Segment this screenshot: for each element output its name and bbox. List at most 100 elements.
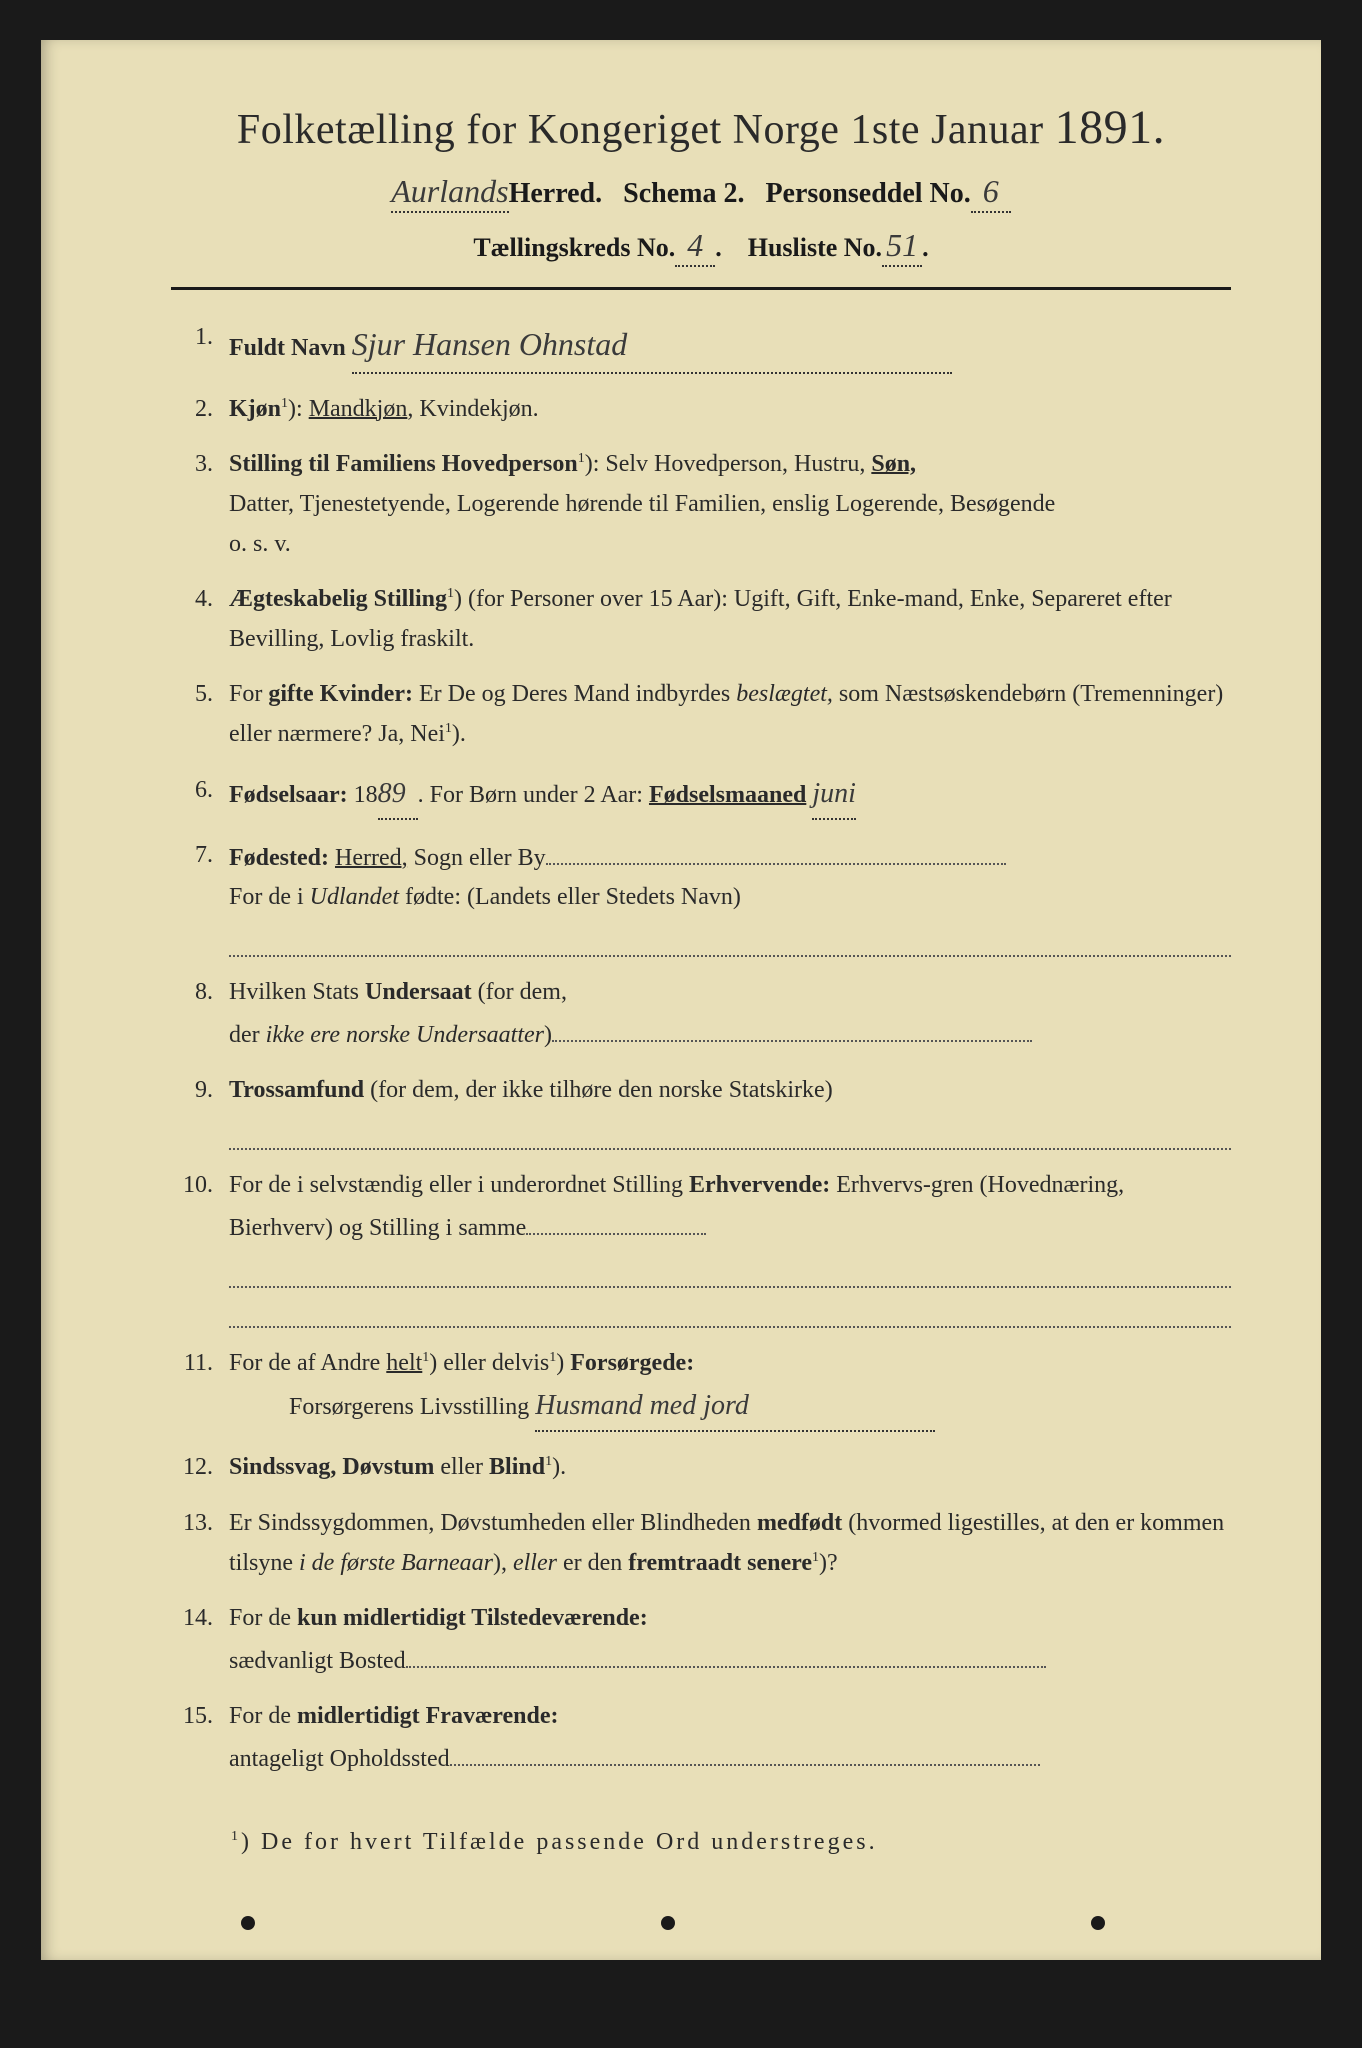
q5-num: 5. — [181, 675, 229, 715]
schema-label: Schema 2. — [623, 178, 744, 209]
q13-num: 13. — [181, 1504, 229, 1544]
q5-text2: Er De og Deres Mand indbyrdes — [413, 681, 736, 707]
q14-text1: For de — [229, 1605, 297, 1631]
form-title: Folketælling for Kongeriget Norge 1ste J… — [171, 100, 1231, 155]
question-12: 12. Sindssvag, Døvstum eller Blind1). — [181, 1448, 1231, 1488]
q12-num: 12. — [181, 1448, 229, 1488]
punch-hole-1 — [241, 1916, 255, 1930]
husliste-label: Husliste No. — [748, 233, 882, 262]
q11-num: 11. — [181, 1344, 229, 1384]
q11-text1: For de af Andre — [229, 1350, 386, 1376]
q3-sup: 1 — [578, 451, 585, 466]
q6-text1: . For Børn under 2 Aar: — [418, 782, 649, 808]
subtitle-row-1: AurlandsHerred. Schema 2. Personseddel N… — [171, 173, 1231, 213]
herred-value: Aurlands — [391, 173, 508, 213]
q13-label2: fremtraadt senere — [628, 1550, 812, 1576]
q7-text2: For de i — [229, 884, 310, 910]
q4-label: Ægteskabelig Stilling — [229, 586, 447, 612]
q5-text4: ). — [452, 721, 466, 747]
q3-text2: Datter, Tjenestetyende, Logerende hørend… — [229, 485, 1231, 525]
q13-text1: Er Sindssygdommen, Døvstumheden eller Bl… — [229, 1510, 757, 1536]
divider — [171, 287, 1231, 290]
q8-text2: (for dem, — [472, 979, 567, 1005]
q11-line2: Forsørgerens Livsstilling Husmand med jo… — [229, 1383, 1231, 1432]
q12-label: Sindssvag, Døvstum — [229, 1454, 434, 1480]
q13-text5: )? — [819, 1550, 838, 1576]
q4-sup: 1 — [447, 586, 454, 601]
subtitle-row-2: Tællingskreds No.4. Husliste No.51. — [171, 227, 1231, 267]
question-10: 10. For de i selvstændig eller i underor… — [181, 1166, 1231, 1327]
q11-text2: ) eller delvis — [429, 1350, 549, 1376]
herred-label: Herred. — [509, 178, 603, 209]
q6-year-val: 89 — [378, 771, 418, 820]
q3-body: Stilling til Familiens Hovedperson1): Se… — [229, 445, 1231, 564]
question-2: 2. Kjøn1): Mandkjøn, Kvindekjøn. — [181, 390, 1231, 430]
question-14: 14. For de kun midlertidigt Tilstedevære… — [181, 1599, 1231, 1681]
question-15: 15. For de midlertidigt Fraværende: anta… — [181, 1697, 1231, 1779]
q11-underlined1: helt — [386, 1350, 422, 1376]
q8-blank — [552, 1013, 1032, 1042]
q14-text2: sædvanligt Bosted — [229, 1648, 406, 1674]
q11-body: For de af Andre helt1) eller delvis1) Fo… — [229, 1344, 1231, 1433]
q6-month-val: juni — [812, 771, 856, 820]
q13-italic2: eller — [513, 1550, 557, 1576]
question-5: 5. For gifte Kvinder: Er De og Deres Man… — [181, 675, 1231, 754]
question-7: 7. Fødested: Herred, Sogn eller By For d… — [181, 836, 1231, 958]
q12-label2: Blind — [489, 1454, 545, 1480]
title-year: 1891. — [1055, 101, 1166, 154]
question-8: 8. Hvilken Stats Undersaat (for dem, der… — [181, 973, 1231, 1055]
q7-blank1 — [546, 836, 1006, 865]
question-11: 11. For de af Andre helt1) eller delvis1… — [181, 1344, 1231, 1433]
q15-text2: antageligt Opholdssted — [229, 1746, 450, 1772]
q7-num: 7. — [181, 836, 229, 876]
q3-underlined: Søn, — [871, 451, 916, 477]
husliste-no: 51 — [882, 227, 922, 267]
q7-text1: Sogn eller By — [408, 845, 546, 871]
q2-body: Kjøn1): Mandkjøn, Kvindekjøn. — [229, 390, 1231, 430]
q7-label: Fødested: — [229, 845, 329, 871]
q6-num: 6. — [181, 771, 229, 811]
q5-body: For gifte Kvinder: Er De og Deres Mand i… — [229, 675, 1231, 754]
q8-label: Undersaat — [365, 979, 472, 1005]
q7-italic1: Udlandet — [310, 884, 399, 910]
q10-blank1 — [526, 1206, 706, 1235]
q15-label: midlertidigt Fraværende: — [297, 1703, 559, 1729]
q6-label: Fødselsaar: — [229, 782, 348, 808]
q15-body: For de midlertidigt Fraværende: antageli… — [229, 1697, 1231, 1779]
q9-num: 9. — [181, 1071, 229, 1111]
q12-body: Sindssvag, Døvstum eller Blind1). — [229, 1448, 1231, 1488]
q11-text4: Forsørgerens Livsstilling — [289, 1394, 529, 1420]
q4-body: Ægteskabelig Stilling1) (for Personer ov… — [229, 580, 1231, 659]
q15-num: 15. — [181, 1697, 229, 1737]
q12-text1: eller — [434, 1454, 489, 1480]
q2-opt2: Kvindekjøn. — [419, 396, 538, 422]
q6-label2: Fødselsmaaned — [649, 782, 806, 808]
q3-label: Stilling til Familiens Hovedperson — [229, 451, 578, 477]
q9-body: Trossamfund (for dem, der ikke tilhøre d… — [229, 1071, 1231, 1150]
footnote-text: ) De for hvert Tilfælde passende Ord und… — [241, 1829, 878, 1855]
q12-text2: ). — [552, 1454, 566, 1480]
q8-line2: der ikke ere norske Undersaatter) — [229, 1013, 1231, 1055]
q7-body: Fødested: Herred, Sogn eller By For de i… — [229, 836, 1231, 958]
q11-text3: ) — [556, 1350, 570, 1376]
footnote-sup: 1 — [231, 1829, 241, 1844]
q2-sup: 1 — [281, 396, 288, 411]
personseddel-label: Personseddel No. — [765, 178, 970, 209]
q8-italic1: ikke ere norske Undersaatter — [266, 1022, 544, 1048]
kreds-label: Tællingskreds No. — [473, 233, 675, 262]
q13-sup: 1 — [812, 1550, 819, 1565]
q1-num: 1. — [181, 318, 229, 358]
q3-num: 3. — [181, 445, 229, 485]
q8-text3: der — [229, 1022, 266, 1048]
q6-year-prefix: 18 — [348, 782, 378, 808]
q7-line2: For de i Udlandet fødte: (Landets eller … — [229, 878, 1231, 918]
q8-text1: Hvilken Stats — [229, 979, 365, 1005]
q2-sep: , — [407, 396, 419, 422]
question-6: 6. Fødselsaar: 1889. For Børn under 2 Aa… — [181, 771, 1231, 820]
q10-label: Erhvervende: — [689, 1172, 830, 1198]
q10-text1: For de i selvstændig eller i underordnet… — [229, 1172, 689, 1198]
question-1: 1. Fuldt Navn Sjur Hansen Ohnstad — [181, 318, 1231, 374]
kreds-no: 4 — [675, 227, 715, 267]
question-3: 3. Stilling til Familiens Hovedperson1):… — [181, 445, 1231, 564]
q14-label: kun midlertidigt Tilstedeværende: — [297, 1605, 648, 1631]
